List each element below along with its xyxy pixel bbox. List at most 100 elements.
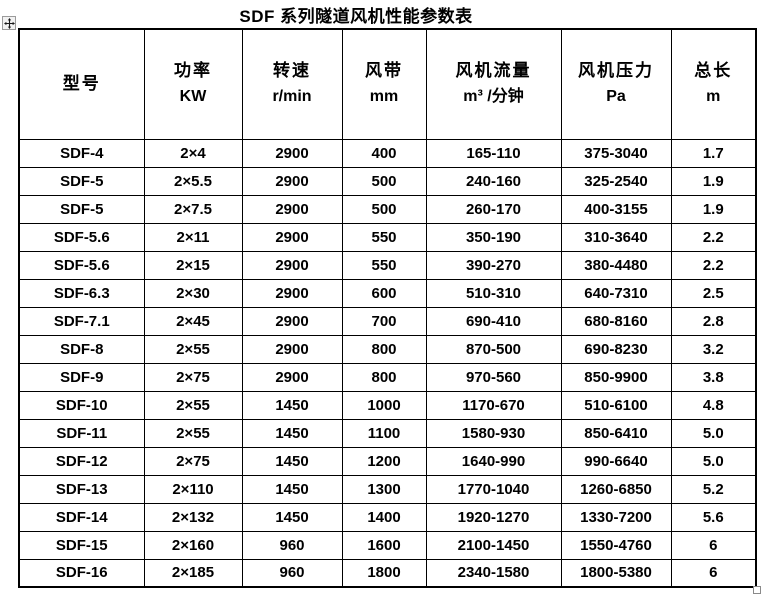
cell-pressure[interactable]: 690-8230 bbox=[560, 334, 672, 364]
cell-speed[interactable]: 1450 bbox=[241, 474, 343, 504]
header-cell-duct[interactable]: 风带 mm bbox=[341, 28, 427, 140]
cell-flow[interactable]: 870-500 bbox=[425, 334, 562, 364]
cell-pressure[interactable]: 380-4480 bbox=[560, 250, 672, 280]
cell-model[interactable]: SDF-12 bbox=[18, 446, 145, 476]
cell-duct[interactable]: 1300 bbox=[341, 474, 427, 504]
cell-speed[interactable]: 1450 bbox=[241, 502, 343, 532]
cell-model[interactable]: SDF-4 bbox=[18, 138, 145, 168]
cell-power[interactable]: 2×5.5 bbox=[143, 166, 243, 196]
cell-power[interactable]: 2×185 bbox=[143, 558, 243, 588]
header-cell-length[interactable]: 总长 m bbox=[670, 28, 757, 140]
cell-duct[interactable]: 1000 bbox=[341, 390, 427, 420]
cell-power[interactable]: 2×4 bbox=[143, 138, 243, 168]
cell-duct[interactable]: 1200 bbox=[341, 446, 427, 476]
cell-duct[interactable]: 1600 bbox=[341, 530, 427, 560]
cell-speed[interactable]: 2900 bbox=[241, 306, 343, 336]
cell-duct[interactable]: 550 bbox=[341, 222, 427, 252]
cell-flow[interactable]: 240-160 bbox=[425, 166, 562, 196]
cell-pressure[interactable]: 375-3040 bbox=[560, 138, 672, 168]
cell-length[interactable]: 5.0 bbox=[670, 418, 757, 448]
cell-speed[interactable]: 1450 bbox=[241, 418, 343, 448]
cell-length[interactable]: 2.2 bbox=[670, 222, 757, 252]
header-cell-pressure[interactable]: 风机压力 Pa bbox=[560, 28, 672, 140]
cell-speed[interactable]: 2900 bbox=[241, 362, 343, 392]
cell-length[interactable]: 3.8 bbox=[670, 362, 757, 392]
cell-speed[interactable]: 2900 bbox=[241, 334, 343, 364]
cell-power[interactable]: 2×110 bbox=[143, 474, 243, 504]
cell-pressure[interactable]: 1330-7200 bbox=[560, 502, 672, 532]
cell-power[interactable]: 2×15 bbox=[143, 250, 243, 280]
cell-flow[interactable]: 1770-1040 bbox=[425, 474, 562, 504]
cell-pressure[interactable]: 850-9900 bbox=[560, 362, 672, 392]
cell-speed[interactable]: 2900 bbox=[241, 222, 343, 252]
cell-length[interactable]: 6 bbox=[670, 558, 757, 588]
cell-speed[interactable]: 2900 bbox=[241, 194, 343, 224]
cell-flow[interactable]: 2340-1580 bbox=[425, 558, 562, 588]
cell-speed[interactable]: 2900 bbox=[241, 250, 343, 280]
cell-power[interactable]: 2×55 bbox=[143, 334, 243, 364]
cell-model[interactable]: SDF-9 bbox=[18, 362, 145, 392]
cell-duct[interactable]: 500 bbox=[341, 194, 427, 224]
cell-speed[interactable]: 2900 bbox=[241, 278, 343, 308]
cell-pressure[interactable]: 990-6640 bbox=[560, 446, 672, 476]
cell-length[interactable]: 2.5 bbox=[670, 278, 757, 308]
cell-flow[interactable]: 1920-1270 bbox=[425, 502, 562, 532]
cell-model[interactable]: SDF-14 bbox=[18, 502, 145, 532]
header-cell-speed[interactable]: 转速 r/min bbox=[241, 28, 343, 140]
header-cell-model[interactable]: 型号 bbox=[18, 28, 145, 140]
cell-duct[interactable]: 500 bbox=[341, 166, 427, 196]
cell-flow[interactable]: 1580-930 bbox=[425, 418, 562, 448]
cell-length[interactable]: 1.9 bbox=[670, 194, 757, 224]
cell-speed[interactable]: 1450 bbox=[241, 446, 343, 476]
cell-flow[interactable]: 165-110 bbox=[425, 138, 562, 168]
cell-model[interactable]: SDF-11 bbox=[18, 418, 145, 448]
cell-model[interactable]: SDF-10 bbox=[18, 390, 145, 420]
cell-length[interactable]: 2.2 bbox=[670, 250, 757, 280]
cell-model[interactable]: SDF-13 bbox=[18, 474, 145, 504]
cell-model[interactable]: SDF-5.6 bbox=[18, 250, 145, 280]
cell-length[interactable]: 1.7 bbox=[670, 138, 757, 168]
cell-length[interactable]: 5.6 bbox=[670, 502, 757, 532]
cell-pressure[interactable]: 400-3155 bbox=[560, 194, 672, 224]
cell-power[interactable]: 2×55 bbox=[143, 418, 243, 448]
page-title[interactable]: SDF 系列隧道风机性能参数表 bbox=[239, 7, 473, 26]
cell-model[interactable]: SDF-7.1 bbox=[18, 306, 145, 336]
cell-model[interactable]: SDF-5.6 bbox=[18, 222, 145, 252]
cell-speed[interactable]: 960 bbox=[241, 530, 343, 560]
cell-duct[interactable]: 800 bbox=[341, 334, 427, 364]
cell-speed[interactable]: 2900 bbox=[241, 138, 343, 168]
cell-duct[interactable]: 1400 bbox=[341, 502, 427, 532]
cell-duct[interactable]: 400 bbox=[341, 138, 427, 168]
header-cell-flow[interactable]: 风机流量 m³ /分钟 bbox=[425, 28, 562, 140]
cell-length[interactable]: 5.2 bbox=[670, 474, 757, 504]
cell-pressure[interactable]: 510-6100 bbox=[560, 390, 672, 420]
cell-pressure[interactable]: 850-6410 bbox=[560, 418, 672, 448]
cell-pressure[interactable]: 1800-5380 bbox=[560, 558, 672, 588]
cell-flow[interactable]: 1170-670 bbox=[425, 390, 562, 420]
cell-power[interactable]: 2×45 bbox=[143, 306, 243, 336]
cell-flow[interactable]: 350-190 bbox=[425, 222, 562, 252]
cell-power[interactable]: 2×160 bbox=[143, 530, 243, 560]
cell-duct[interactable]: 550 bbox=[341, 250, 427, 280]
cell-duct[interactable]: 700 bbox=[341, 306, 427, 336]
cell-flow[interactable]: 510-310 bbox=[425, 278, 562, 308]
cell-power[interactable]: 2×30 bbox=[143, 278, 243, 308]
cell-duct[interactable]: 1100 bbox=[341, 418, 427, 448]
cell-pressure[interactable]: 325-2540 bbox=[560, 166, 672, 196]
cell-speed[interactable]: 960 bbox=[241, 558, 343, 588]
cell-length[interactable]: 5.0 bbox=[670, 446, 757, 476]
cell-power[interactable]: 2×11 bbox=[143, 222, 243, 252]
cell-flow[interactable]: 690-410 bbox=[425, 306, 562, 336]
cell-duct[interactable]: 600 bbox=[341, 278, 427, 308]
cell-pressure[interactable]: 640-7310 bbox=[560, 278, 672, 308]
cell-power[interactable]: 2×75 bbox=[143, 362, 243, 392]
cell-model[interactable]: SDF-5 bbox=[18, 166, 145, 196]
cell-duct[interactable]: 800 bbox=[341, 362, 427, 392]
cell-model[interactable]: SDF-16 bbox=[18, 558, 145, 588]
cell-power[interactable]: 2×75 bbox=[143, 446, 243, 476]
table-resize-handle[interactable] bbox=[753, 586, 761, 594]
cell-pressure[interactable]: 310-3640 bbox=[560, 222, 672, 252]
cell-flow[interactable]: 970-560 bbox=[425, 362, 562, 392]
cell-pressure[interactable]: 680-8160 bbox=[560, 306, 672, 336]
cell-model[interactable]: SDF-6.3 bbox=[18, 278, 145, 308]
